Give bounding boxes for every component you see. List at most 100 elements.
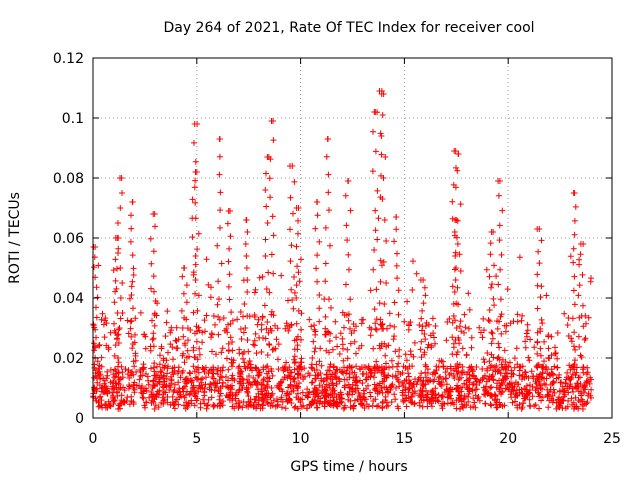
data-point [216, 153, 223, 160]
data-point [201, 317, 208, 324]
data-point [182, 342, 189, 349]
data-point [519, 390, 525, 397]
data-point [212, 321, 218, 328]
data-point [526, 396, 533, 403]
data-point [547, 381, 554, 388]
data-point [282, 405, 289, 412]
data-point [451, 266, 458, 273]
data-point [139, 372, 146, 379]
data-point [367, 373, 374, 380]
data-point [238, 336, 245, 342]
data-point [568, 395, 575, 402]
data-point [166, 382, 173, 389]
data-point [419, 385, 426, 391]
data-point [456, 375, 463, 382]
data-point [459, 345, 466, 352]
data-point [454, 371, 461, 378]
data-point [191, 184, 198, 191]
data-point [383, 399, 390, 406]
data-point [488, 373, 495, 380]
data-point [345, 251, 352, 258]
data-point [403, 395, 410, 402]
data-point [580, 369, 587, 376]
data-point [161, 396, 168, 403]
data-point [252, 396, 259, 403]
data-point [328, 304, 334, 311]
data-point [406, 380, 413, 386]
data-point [403, 403, 410, 410]
data-point [284, 390, 291, 397]
data-point [354, 385, 361, 392]
data-point [288, 286, 295, 293]
data-point [575, 388, 582, 395]
data-point [268, 385, 275, 391]
data-point [586, 380, 593, 387]
data-point [195, 385, 202, 391]
data-point [115, 220, 121, 226]
data-point [571, 343, 577, 350]
data-point [197, 404, 204, 411]
data-point [458, 398, 465, 405]
data-point [351, 402, 357, 409]
data-point [261, 302, 268, 309]
data-point [104, 368, 111, 375]
data-point [543, 292, 550, 299]
data-point [378, 343, 385, 349]
data-point [310, 338, 317, 345]
data-point [429, 387, 436, 394]
data-point [217, 373, 224, 380]
data-point [150, 248, 157, 255]
data-point [509, 370, 515, 377]
data-point [422, 336, 429, 343]
data-point [96, 368, 103, 375]
data-point [409, 393, 416, 400]
data-point [431, 334, 437, 341]
data-point [245, 385, 252, 391]
data-point [121, 399, 128, 406]
data-point [237, 326, 244, 332]
data-point [106, 402, 113, 409]
data-point [325, 189, 332, 196]
data-point [386, 310, 393, 317]
data-point [383, 280, 390, 286]
data-point [173, 338, 180, 344]
data-point [227, 320, 234, 327]
data-point [343, 222, 350, 229]
data-point [345, 311, 352, 318]
data-point [326, 338, 333, 344]
data-point [316, 238, 323, 245]
data-point [322, 278, 329, 285]
data-point [278, 394, 285, 401]
data-point [356, 345, 362, 352]
data-point [256, 369, 263, 376]
data-point [488, 329, 495, 336]
data-point [522, 338, 529, 345]
data-point [538, 397, 545, 404]
data-point [169, 393, 176, 400]
data-point [193, 169, 200, 175]
data-point [251, 399, 258, 406]
data-point [534, 329, 541, 336]
data-point [424, 377, 431, 384]
data-point [269, 346, 276, 353]
data-point [344, 346, 351, 353]
data-point [145, 377, 152, 384]
data-point [496, 344, 503, 351]
data-point [561, 391, 568, 398]
data-point [353, 323, 359, 330]
data-point [212, 379, 219, 386]
data-point [180, 385, 187, 391]
data-point [409, 384, 416, 391]
data-point [170, 402, 177, 409]
data-point [264, 352, 271, 358]
data-point [401, 378, 408, 384]
data-point [180, 290, 187, 297]
data-point [227, 334, 234, 341]
data-point [211, 402, 218, 409]
data-point [374, 109, 381, 116]
data-point [452, 253, 459, 259]
data-point [119, 310, 126, 316]
data-point [262, 335, 269, 342]
data-point [516, 367, 523, 374]
data-point [308, 361, 315, 368]
